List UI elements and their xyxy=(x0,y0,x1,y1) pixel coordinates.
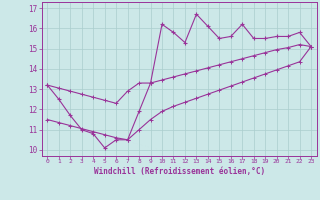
X-axis label: Windchill (Refroidissement éolien,°C): Windchill (Refroidissement éolien,°C) xyxy=(94,167,265,176)
